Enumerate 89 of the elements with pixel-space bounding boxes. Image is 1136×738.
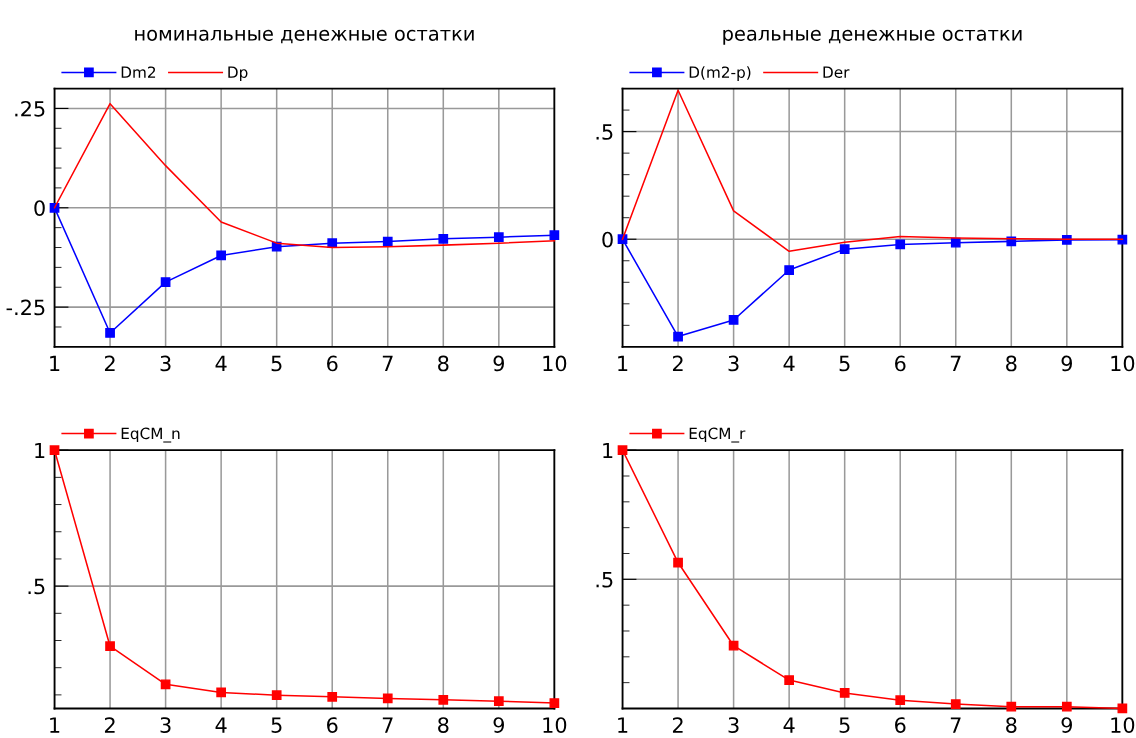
- legend-label: EqCM_r: [689, 427, 746, 443]
- point: [950, 699, 961, 709]
- x-tick-label: 7: [382, 717, 393, 733]
- y-tick-label: .5: [596, 124, 613, 140]
- x-tick-label: 9: [1061, 717, 1072, 733]
- point: [160, 679, 171, 690]
- x-tick-label: 3: [160, 717, 171, 733]
- legend-label: Dp: [228, 66, 248, 81]
- point: [839, 688, 850, 698]
- y-tick-label: .5: [28, 578, 45, 595]
- x-tick-label: 3: [728, 355, 739, 372]
- x-tick-label: 4: [215, 717, 227, 733]
- x-tick-label: 2: [104, 355, 115, 372]
- x-tick-label: 5: [839, 717, 850, 733]
- point: [438, 694, 449, 705]
- point: [673, 331, 683, 342]
- x-tick-label: 6: [895, 355, 906, 372]
- chart-title: номинальные денежные остатки: [135, 29, 474, 44]
- x-tick-label: 9: [1061, 355, 1072, 372]
- point: [438, 233, 449, 244]
- y-tick-label: 1: [603, 442, 613, 459]
- x-tick-label: 1: [50, 355, 60, 372]
- x-tick-label: 5: [839, 355, 850, 372]
- x-tick-label: 8: [1006, 717, 1017, 733]
- point: [160, 277, 171, 287]
- x-tick-label: 9: [493, 717, 504, 733]
- x-tick-label: 8: [1006, 355, 1017, 372]
- point: [1006, 701, 1017, 712]
- y-tick-label: 0: [34, 200, 45, 216]
- point: [105, 641, 115, 652]
- legend-label: D(m2-p): [689, 66, 751, 81]
- x-tick-label: 1: [618, 717, 628, 733]
- x-tick-label: 4: [783, 355, 795, 372]
- point: [728, 315, 739, 325]
- x-tick-label: 10: [1111, 717, 1135, 733]
- x-tick-label: 10: [1111, 355, 1135, 372]
- point: [784, 675, 795, 685]
- x-tick-label: 3: [160, 355, 171, 372]
- y-tick-label: -.25: [6, 299, 45, 316]
- point: [493, 232, 504, 243]
- x-tick-label: 4: [783, 717, 795, 733]
- x-tick-label: 2: [672, 355, 683, 372]
- x-tick-label: 8: [438, 355, 449, 372]
- point: [728, 640, 739, 651]
- point: [784, 265, 795, 275]
- x-tick-label: 7: [950, 355, 961, 372]
- point: [216, 687, 227, 698]
- legend-label: EqCM_n: [121, 427, 180, 443]
- point: [382, 693, 393, 704]
- x-tick-label: 2: [672, 717, 683, 733]
- legend-label: Der: [823, 66, 850, 78]
- x-tick-label: 5: [271, 355, 282, 372]
- y-tick-label: 1: [35, 442, 45, 459]
- x-tick-label: 7: [950, 717, 961, 733]
- chart-title: реальные денежные остатки: [723, 29, 1022, 45]
- point: [49, 445, 60, 456]
- x-tick-label: 10: [543, 355, 567, 372]
- x-tick-label: 6: [327, 355, 338, 372]
- point: [327, 691, 338, 702]
- x-tick-label: 5: [271, 717, 282, 733]
- x-tick-label: 2: [104, 717, 115, 733]
- x-tick-label: 7: [382, 355, 393, 372]
- point: [382, 236, 393, 247]
- point: [327, 238, 338, 249]
- point: [549, 698, 560, 708]
- x-tick-label: 10: [543, 717, 567, 733]
- x-tick-label: 6: [895, 717, 906, 733]
- point: [493, 696, 504, 707]
- x-tick-label: 6: [327, 717, 338, 733]
- point: [271, 690, 282, 701]
- point: [895, 239, 906, 250]
- legend-label: Dm2: [121, 66, 156, 78]
- y-tick-label: 0: [602, 231, 613, 248]
- x-tick-label: 4: [215, 355, 227, 372]
- point: [105, 328, 115, 338]
- point: [1061, 701, 1072, 712]
- y-tick-label: .5: [596, 572, 613, 588]
- x-tick-label: 8: [438, 717, 449, 733]
- x-tick-label: 1: [618, 355, 628, 372]
- point: [839, 244, 850, 254]
- point: [216, 250, 227, 261]
- point: [673, 557, 683, 568]
- x-tick-label: 9: [493, 355, 504, 372]
- point: [549, 230, 560, 241]
- y-tick-label: .25: [15, 100, 45, 117]
- x-tick-label: 3: [728, 717, 739, 733]
- point: [617, 445, 628, 456]
- point: [895, 695, 906, 706]
- x-tick-label: 1: [50, 717, 60, 733]
